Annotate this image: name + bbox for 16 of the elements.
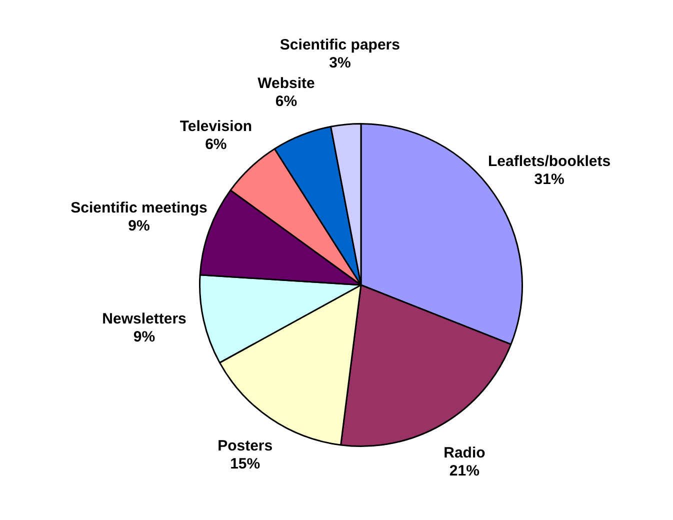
data-label: 31% <box>534 171 564 188</box>
data-label: 6% <box>275 92 298 110</box>
data-label: 9% <box>128 217 150 234</box>
slice-label: Scientific papers <box>280 36 400 54</box>
slice-label: Scientific meetings <box>70 199 208 216</box>
slice-label: Leaflets/booklets <box>488 153 611 170</box>
slice-label: Posters <box>218 437 273 454</box>
slice-label: Newsletters <box>102 310 186 328</box>
data-label: 21% <box>449 462 480 480</box>
slice-label: Television <box>180 118 252 136</box>
data-label: 3% <box>329 54 351 72</box>
data-label: 15% <box>230 455 260 472</box>
slice-label: Radio <box>444 444 486 462</box>
data-label: 6% <box>205 136 227 154</box>
data-label: 9% <box>133 328 156 346</box>
slice-label: Website <box>258 74 315 92</box>
